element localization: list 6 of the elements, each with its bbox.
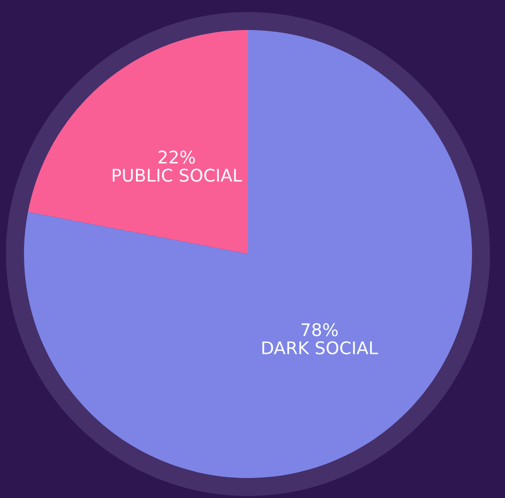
data-label: 22% bbox=[158, 150, 195, 164]
slice-label: PUBLIC SOCIAL bbox=[112, 168, 242, 182]
data-label: 78% bbox=[302, 323, 338, 336]
slice-label: DARK SOCIAL bbox=[262, 341, 378, 354]
pie-slice bbox=[28, 30, 248, 254]
pie-slice bbox=[24, 30, 472, 478]
